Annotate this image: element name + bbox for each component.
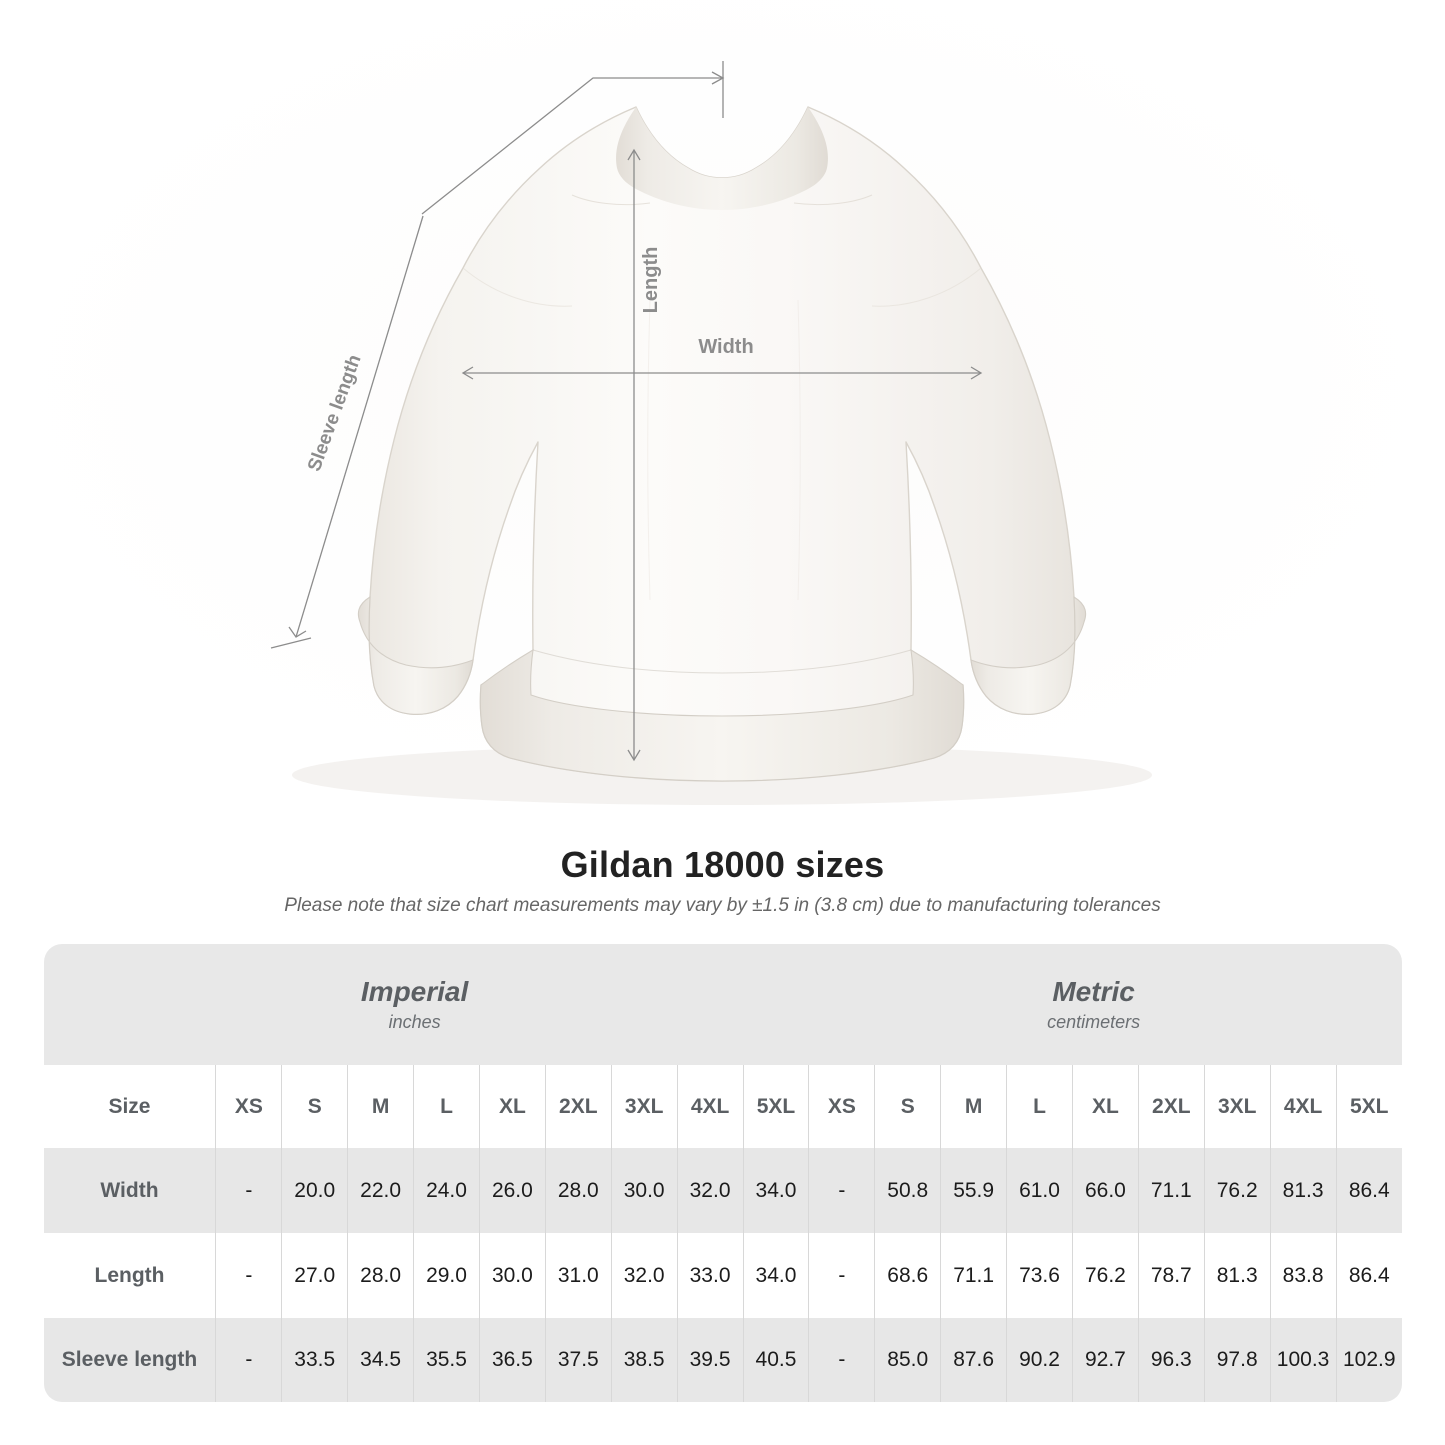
svg-text:Width: Width [698,336,753,358]
svg-text:Length: Length [640,247,662,314]
